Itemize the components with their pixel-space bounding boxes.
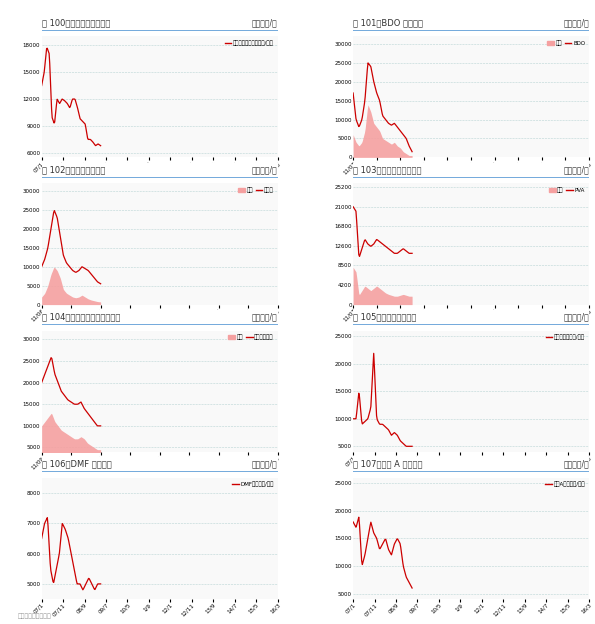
Text: 资料来源：百川资讯: 资料来源：百川资讯: [18, 613, 52, 619]
Text: 图 102：己二酸价格走势: 图 102：己二酸价格走势: [42, 165, 105, 174]
Legend: DMF华东（元/吸）: DMF华东（元/吸）: [231, 480, 275, 489]
Text: 单位：元/吸: 单位：元/吸: [252, 165, 278, 174]
Text: 图 106：DMF 价格走势: 图 106：DMF 价格走势: [42, 459, 111, 469]
Text: 图 100：环氧乙烷价格走势: 图 100：环氧乙烷价格走势: [42, 18, 110, 27]
Text: 单位：元/吸: 单位：元/吸: [563, 459, 589, 469]
Legend: 价差, BDO: 价差, BDO: [546, 39, 586, 47]
Text: 图 107：双酚 A 价格走势: 图 107：双酚 A 价格走势: [353, 459, 422, 469]
Text: 图 104：甲基环硕氧烷价格走势: 图 104：甲基环硕氧烷价格走势: [42, 313, 120, 321]
Text: 单位：元/吸: 单位：元/吸: [252, 18, 278, 27]
Text: 单位：元/吸: 单位：元/吸: [252, 313, 278, 321]
Text: 图 101：BDO 价格走势: 图 101：BDO 价格走势: [353, 18, 423, 27]
Legend: 价差, PVA: 价差, PVA: [548, 186, 586, 194]
Legend: 甲乙酮华东（元/吸）: 甲乙酮华东（元/吸）: [544, 333, 586, 341]
Legend: 价差, 己二酸: 价差, 己二酸: [237, 186, 275, 194]
Text: 图 105：甲乙酮价格走势: 图 105：甲乙酮价格走势: [353, 313, 416, 321]
Legend: 环氧乙烷上海石化（元/吸）: 环氧乙烷上海石化（元/吸）: [223, 39, 275, 47]
Legend: 双酚A华东（元/吸）: 双酚A华东（元/吸）: [544, 480, 586, 489]
Text: 单位：元/吸: 单位：元/吸: [563, 18, 589, 27]
Text: 单位：元/吸: 单位：元/吸: [252, 459, 278, 469]
Text: 单位：元/吸: 单位：元/吸: [563, 313, 589, 321]
Text: 图 103：聚乙烯醇价格走势: 图 103：聚乙烯醇价格走势: [353, 165, 422, 174]
Text: 单位：元/吸: 单位：元/吸: [563, 165, 589, 174]
Legend: 价差, 甲基环硕氧烷: 价差, 甲基环硕氧烷: [227, 333, 275, 341]
